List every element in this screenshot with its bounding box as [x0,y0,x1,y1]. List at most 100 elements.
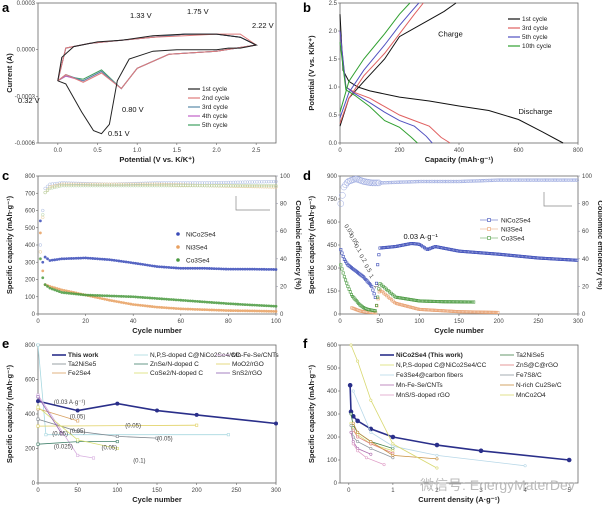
capacity-point [413,298,417,302]
capacity-point [459,300,463,304]
peak-annotation: 2.22 V [252,21,274,30]
capacity-point [241,309,245,313]
ce-point [129,182,133,186]
capacity-point [448,247,452,251]
ce-point [83,182,88,186]
capacity-point [267,304,271,308]
capacity-point [110,294,114,298]
ce-point [221,184,226,188]
data-point [44,433,48,437]
capacity-point [188,307,192,311]
capacity-point [572,258,576,262]
capacity-point [456,249,460,253]
capacity-point [91,293,95,297]
capacity-point [241,267,245,271]
capacity-point [424,247,428,251]
x-tick-label: 40 [130,319,137,325]
ce-point [238,184,242,188]
ce-point [105,184,109,188]
capacity-point [227,267,230,271]
series-line [339,2,411,113]
watermark: 微信号: EnergyMaterDev [420,477,575,493]
capacity-point [370,284,374,288]
capacity-point [477,310,481,314]
capacity-point [222,301,226,305]
capacity-point [507,253,511,257]
series-line [339,2,457,127]
y2-tick-label: 100 [582,174,593,180]
capacity-point [169,298,173,301]
x-tick-label: 200 [394,148,405,154]
capacity-point [255,267,259,271]
capacity-point [464,310,468,314]
ce-point [250,184,254,188]
capacity-point [219,267,223,271]
capacity-point [435,245,439,249]
capacity-point [243,309,247,313]
capacity-point [253,309,256,313]
y2-tick-label: 100 [280,174,291,180]
legend-marker [487,236,491,240]
series-line [339,2,420,118]
ce-point [271,179,276,184]
data-point [155,408,159,413]
capacity-point [493,310,497,314]
data-point [92,456,96,460]
capacity-point [484,251,488,255]
y-tick-label: 0 [32,481,36,487]
capacity-point [167,297,171,301]
capacity-point [467,310,471,314]
capacity-point [543,256,547,260]
x-tick-label: 4 [523,488,527,494]
panel-c: 0 20 40 60 80 1000100200300400500600700800020… [5,174,303,335]
legend-entry: SnS2/rGO [232,370,262,377]
ce-point [93,182,97,186]
capacity-point [444,309,448,313]
capacity-point [399,244,403,248]
capacity-point [497,252,501,256]
capacity-point [508,253,512,257]
ce-point [255,180,259,184]
capacity-point [567,258,571,262]
data-point [364,456,368,460]
capacity-point [72,292,76,296]
ce-point [172,184,176,188]
capacity-point [231,309,235,313]
x-axis-label: Cycle number [132,326,182,335]
data-point [391,442,395,446]
capacity-point [485,310,489,314]
ce-point [229,180,233,185]
capacity-point [205,300,209,304]
capacity-point [524,255,528,259]
y-tick-label: 200 [25,278,36,284]
capacity-point [408,242,412,246]
capacity-point [446,300,450,304]
ce-point [238,180,242,184]
capacity-point [146,296,149,300]
capacity-point [457,249,461,253]
capacity-point [469,300,473,304]
ce-point [114,184,119,188]
series-line [339,2,424,124]
capacity-point [388,245,392,249]
current-density-note: (0.05) [70,429,86,435]
legend-entry: Co3Se4 [501,236,525,243]
ce-point [38,257,43,261]
capacity-point [377,253,381,257]
capacity-point [267,267,271,271]
capacity-point [60,288,64,292]
ce-point [50,182,54,186]
capacity-point [449,248,453,252]
legend-entry: CoSe2/N-doped C [150,370,203,377]
legend-entry: Ni3Se4 [501,227,523,234]
y-tick-label: 600 [327,343,338,349]
y-tick-label: 400 [327,389,338,395]
capacity-point [172,298,176,302]
ce-point [91,182,95,186]
capacity-point [141,263,145,266]
capacity-point [43,255,47,259]
capacity-point [131,295,135,299]
ce-point [145,184,150,188]
capacity-point [146,263,149,267]
x-tick-label: 80 [225,319,232,325]
